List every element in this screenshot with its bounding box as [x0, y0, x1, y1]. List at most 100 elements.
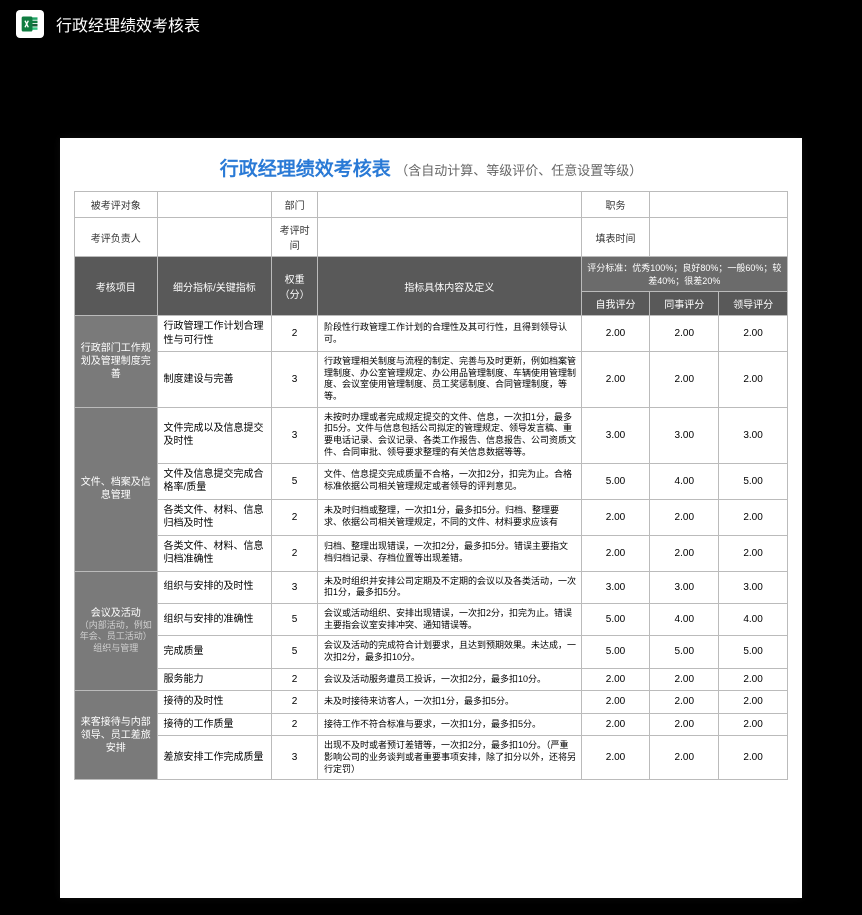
definition-cell: 文件、信息提交完成质量不合格，一次扣2分，扣完为止。合格标准依据公司相关管理规定… — [318, 463, 582, 499]
th-standard: 评分标准：优秀100%；良好80%；一般60%；较差40%；很差20% — [581, 257, 787, 292]
definition-cell: 行政管理相关制度与流程的制定、完善与及时更新，例如档案管理制度、办公室管理规定、… — [318, 352, 582, 408]
indicator-cell: 行政管理工作计划合理性与可行性 — [157, 316, 272, 352]
definition-cell: 未按时办理或者完成规定提交的文件、信息，一次扣1分，最多扣5分。文件与信息包括公… — [318, 407, 582, 463]
indicator-cell: 组织与安排的准确性 — [157, 603, 272, 635]
score-cell[interactable]: 2.00 — [581, 691, 650, 714]
score-cell[interactable]: 2.00 — [581, 352, 650, 408]
info-row-1: 被考评对象 部门 职务 — [75, 192, 788, 218]
score-cell[interactable]: 2.00 — [719, 668, 788, 691]
indicator-cell: 文件完成以及信息提交及时性 — [157, 407, 272, 463]
label-fill-time: 填表时间 — [581, 218, 650, 257]
category-cell: 文件、档案及信息管理 — [75, 407, 158, 571]
score-cell[interactable]: 2.00 — [581, 713, 650, 736]
definition-cell: 会议及活动服务遭员工投诉，一次扣2分，最多扣10分。 — [318, 668, 582, 691]
table-row: 各类文件、材料、信息归档准确性2归档、整理出现错误，一次扣2分，最多扣5分。错误… — [75, 535, 788, 571]
weight-cell: 3 — [272, 736, 318, 780]
category-cell: 会议及活动（内部活动，例如年会、员工活动）组织与管理 — [75, 571, 158, 691]
indicator-cell: 组织与安排的及时性 — [157, 571, 272, 603]
score-cell[interactable]: 2.00 — [581, 499, 650, 535]
table-row: 会议及活动（内部活动，例如年会、员工活动）组织与管理组织与安排的及时性3未及时组… — [75, 571, 788, 603]
weight-cell: 3 — [272, 571, 318, 603]
score-cell[interactable]: 2.00 — [581, 736, 650, 780]
indicator-cell: 接待的工作质量 — [157, 713, 272, 736]
value-fill-time[interactable] — [650, 218, 788, 257]
score-cell[interactable]: 2.00 — [650, 668, 719, 691]
score-cell[interactable]: 3.00 — [650, 407, 719, 463]
score-cell[interactable]: 2.00 — [650, 535, 719, 571]
score-cell[interactable]: 5.00 — [581, 636, 650, 668]
label-dept: 部门 — [272, 192, 318, 218]
indicator-cell: 文件及信息提交完成合格率/质量 — [157, 463, 272, 499]
spreadsheet-document: 行政经理绩效考核表 （含自动计算、等级评价、任意设置等级） 被考评对象 部门 职… — [60, 138, 802, 898]
score-cell[interactable]: 2.00 — [719, 736, 788, 780]
score-cell[interactable]: 4.00 — [650, 463, 719, 499]
score-cell[interactable]: 3.00 — [719, 571, 788, 603]
indicator-cell: 各类文件、材料、信息归档准确性 — [157, 535, 272, 571]
score-cell[interactable]: 2.00 — [650, 316, 719, 352]
indicator-cell: 制度建设与完善 — [157, 352, 272, 408]
score-cell[interactable]: 2.00 — [650, 352, 719, 408]
score-cell[interactable]: 2.00 — [719, 316, 788, 352]
definition-cell: 阶段性行政管理工作计划的合理性及其可行性，且得到领导认可。 — [318, 316, 582, 352]
indicator-cell: 服务能力 — [157, 668, 272, 691]
value-review-time[interactable] — [318, 218, 582, 257]
title-sub: （含自动计算、等级评价、任意设置等级） — [395, 163, 642, 178]
category-cell: 行政部门工作规划及管理制度完善 — [75, 316, 158, 408]
score-cell[interactable]: 2.00 — [650, 691, 719, 714]
score-cell[interactable]: 5.00 — [719, 463, 788, 499]
table-row: 各类文件、材料、信息归档及时性2未及时归档或整理，一次扣1分，最多扣5分。归档、… — [75, 499, 788, 535]
category-cell: 来客接待与内部领导、员工差旅安排 — [75, 691, 158, 780]
score-cell[interactable]: 5.00 — [581, 463, 650, 499]
weight-cell: 2 — [272, 691, 318, 714]
weight-cell: 2 — [272, 316, 318, 352]
score-cell[interactable]: 2.00 — [581, 668, 650, 691]
th-indicator: 细分指标/关键指标 — [157, 257, 272, 316]
indicator-cell: 差旅安排工作完成质量 — [157, 736, 272, 780]
score-cell[interactable]: 2.00 — [581, 316, 650, 352]
header-row-1: 考核项目 细分指标/关键指标 权重（分） 指标具体内容及定义 评分标准：优秀10… — [75, 257, 788, 292]
value-position[interactable] — [650, 192, 788, 218]
value-subject[interactable] — [157, 192, 272, 218]
score-cell[interactable]: 3.00 — [719, 407, 788, 463]
score-cell[interactable]: 2.00 — [719, 713, 788, 736]
table-row: 差旅安排工作完成质量3出现不及时或者预订差错等，一次扣2分，最多扣10分。（严重… — [75, 736, 788, 780]
score-cell[interactable]: 3.00 — [581, 407, 650, 463]
value-dept[interactable] — [318, 192, 582, 218]
definition-cell: 接待工作不符合标准与要求，一次扣1分，最多扣5分。 — [318, 713, 582, 736]
definition-cell: 未及时接待来访客人，一次扣1分，最多扣5分。 — [318, 691, 582, 714]
weight-cell: 3 — [272, 407, 318, 463]
th-project: 考核项目 — [75, 257, 158, 316]
indicator-cell: 完成质量 — [157, 636, 272, 668]
score-cell[interactable]: 3.00 — [650, 571, 719, 603]
weight-cell: 2 — [272, 535, 318, 571]
score-cell[interactable]: 2.00 — [719, 499, 788, 535]
score-cell[interactable]: 2.00 — [581, 535, 650, 571]
score-cell[interactable]: 2.00 — [650, 736, 719, 780]
indicator-cell: 接待的及时性 — [157, 691, 272, 714]
label-position: 职务 — [581, 192, 650, 218]
score-cell[interactable]: 2.00 — [719, 691, 788, 714]
score-cell[interactable]: 5.00 — [650, 636, 719, 668]
definition-cell: 归档、整理出现错误，一次扣2分，最多扣5分。错误主要指文档归档记录、存档位置等出… — [318, 535, 582, 571]
score-cell[interactable]: 2.00 — [719, 352, 788, 408]
definition-cell: 出现不及时或者预订差错等，一次扣2分，最多扣10分。（严重影响公司的业务谈判或者… — [318, 736, 582, 780]
score-cell[interactable]: 3.00 — [581, 571, 650, 603]
document-title: 行政经理绩效考核表 （含自动计算、等级评价、任意设置等级） — [74, 154, 788, 181]
table-row: 制度建设与完善3行政管理相关制度与流程的制定、完善与及时更新，例如档案管理制度、… — [75, 352, 788, 408]
table-body: 行政部门工作规划及管理制度完善行政管理工作计划合理性与可行性2阶段性行政管理工作… — [75, 316, 788, 780]
info-row-2: 考评负责人 考评时间 填表时间 — [75, 218, 788, 257]
score-cell[interactable]: 2.00 — [719, 535, 788, 571]
definition-cell: 未及时归档或整理，一次扣1分，最多扣5分。归档、整理要求、依据公司相关管理规定，… — [318, 499, 582, 535]
table-row: 完成质量5会议及活动的完成符合计划要求，且达到预期效果。未达成，一次扣2分，最多… — [75, 636, 788, 668]
score-cell[interactable]: 2.00 — [650, 713, 719, 736]
score-cell[interactable]: 5.00 — [719, 636, 788, 668]
score-cell[interactable]: 5.00 — [581, 603, 650, 635]
score-cell[interactable]: 4.00 — [650, 603, 719, 635]
score-cell[interactable]: 4.00 — [719, 603, 788, 635]
th-leader: 领导评分 — [719, 292, 788, 316]
score-cell[interactable]: 2.00 — [650, 499, 719, 535]
indicator-cell: 各类文件、材料、信息归档及时性 — [157, 499, 272, 535]
value-reviewer[interactable] — [157, 218, 272, 257]
weight-cell: 2 — [272, 668, 318, 691]
th-self: 自我评分 — [581, 292, 650, 316]
